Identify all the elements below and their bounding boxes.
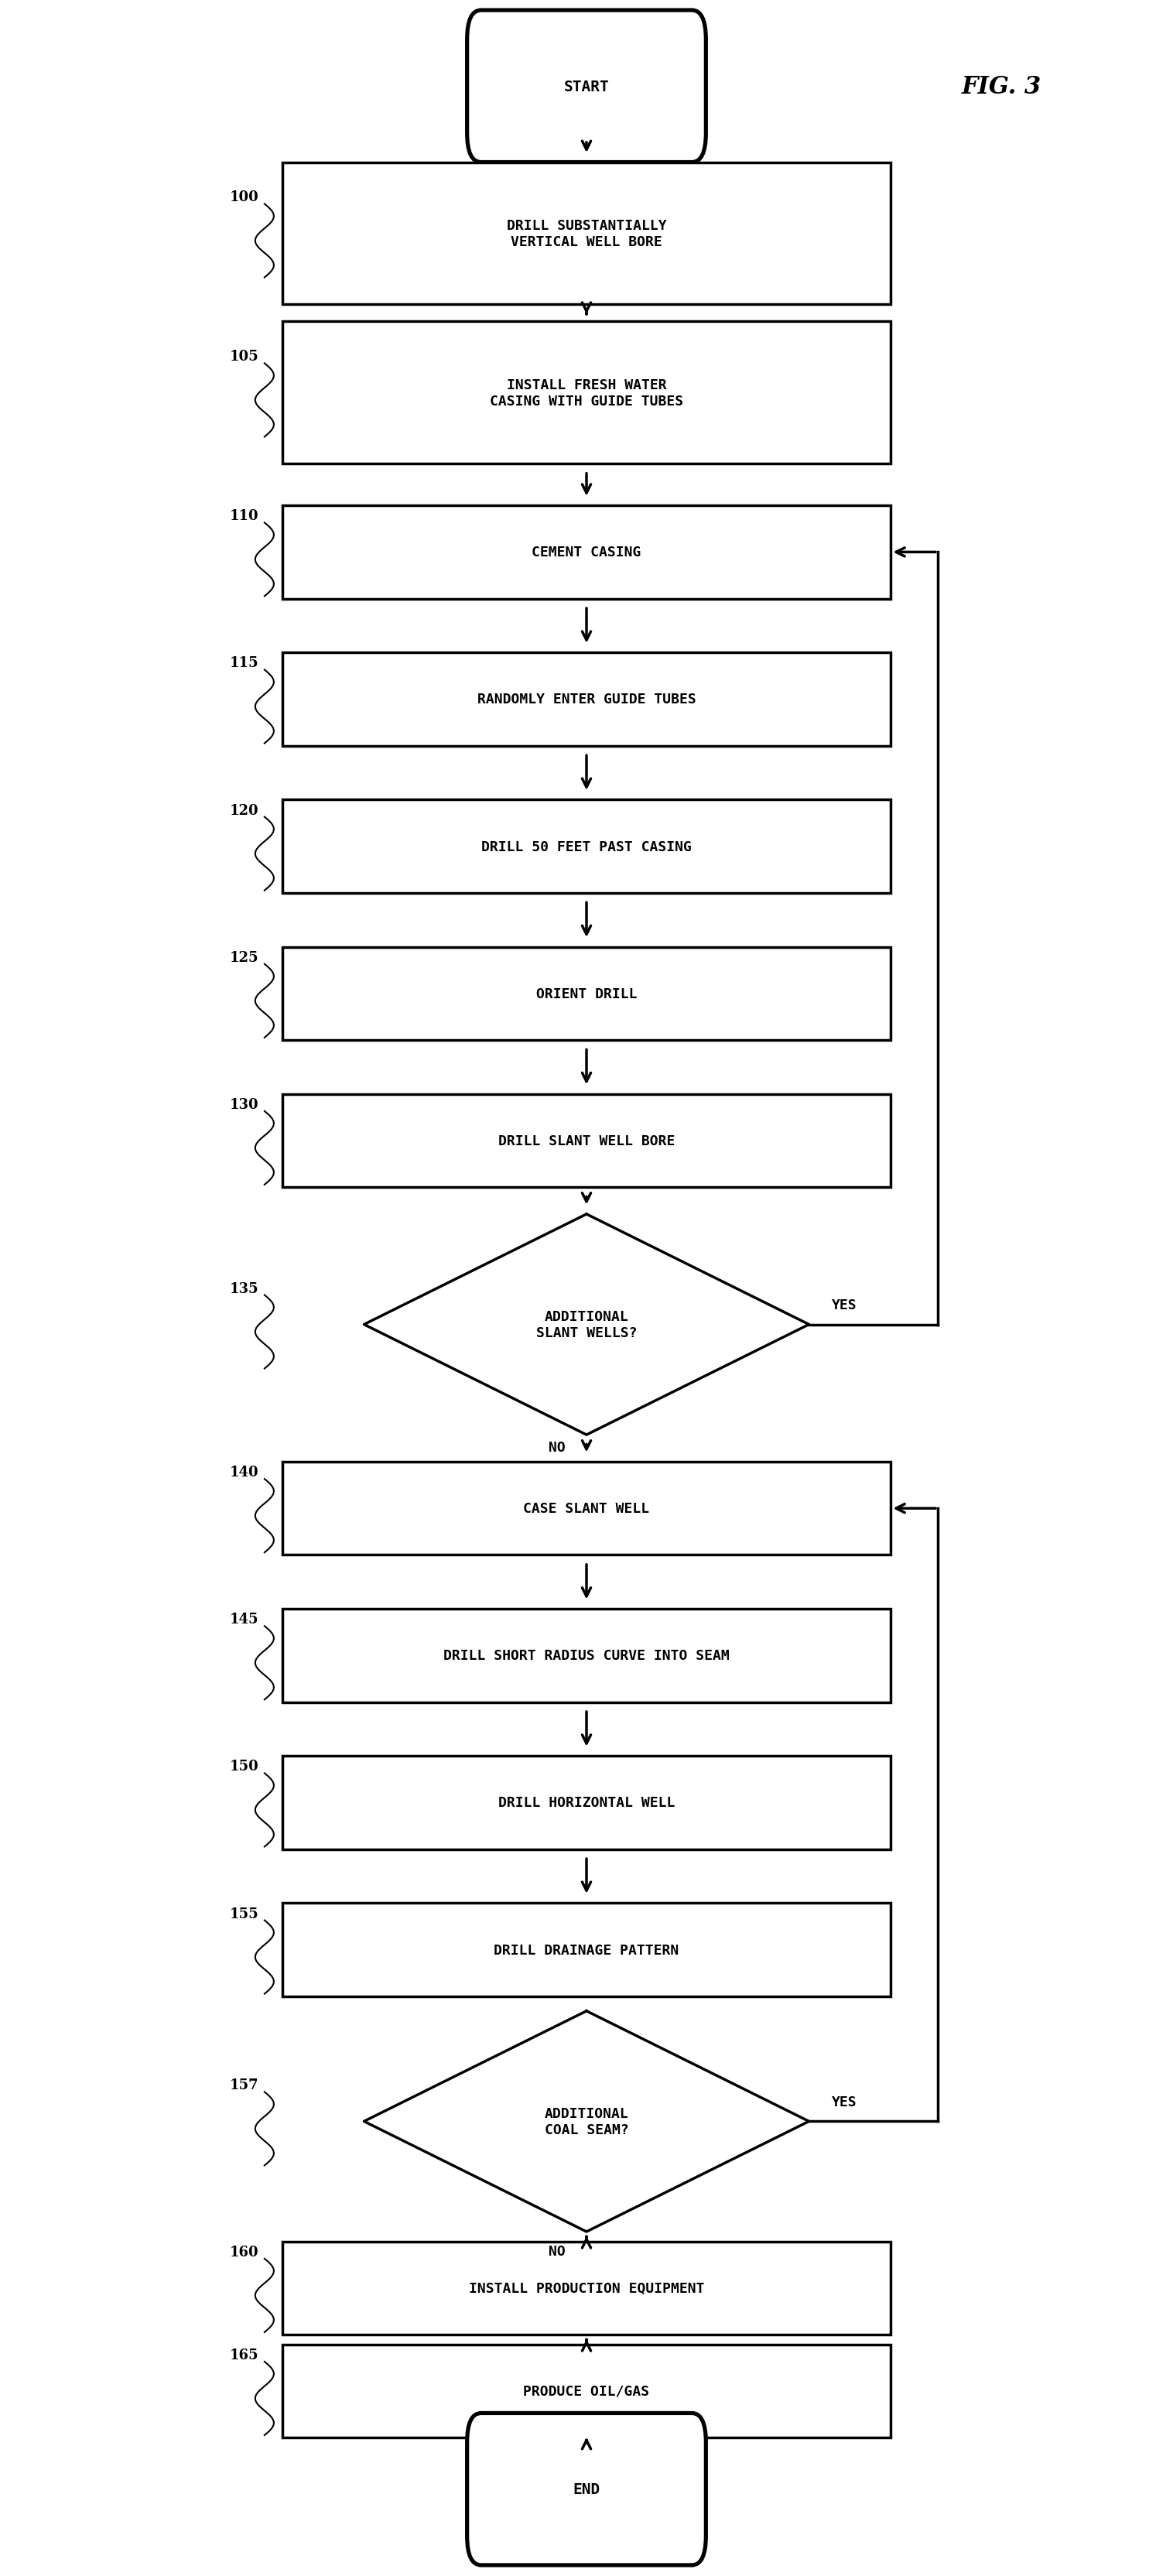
FancyBboxPatch shape [467,2414,706,2566]
Text: DRILL SLANT WELL BORE: DRILL SLANT WELL BORE [499,1133,674,1149]
FancyBboxPatch shape [282,801,891,894]
Text: INSTALL FRESH WATER
CASING WITH GUIDE TUBES: INSTALL FRESH WATER CASING WITH GUIDE TU… [490,379,683,407]
Text: ADDITIONAL
SLANT WELLS?: ADDITIONAL SLANT WELLS? [536,1309,637,1340]
Text: YES: YES [832,2094,856,2110]
FancyBboxPatch shape [282,1095,891,1188]
Polygon shape [364,1213,809,1435]
Text: 140: 140 [230,1466,259,1479]
FancyBboxPatch shape [282,322,891,464]
FancyBboxPatch shape [282,654,891,747]
Text: 165: 165 [230,2347,259,2362]
Text: 115: 115 [230,657,259,670]
Text: 125: 125 [230,951,259,963]
FancyBboxPatch shape [282,2241,891,2334]
Text: RANDOMLY ENTER GUIDE TUBES: RANDOMLY ENTER GUIDE TUBES [477,693,696,706]
Text: 130: 130 [230,1097,259,1110]
Text: NO: NO [549,1440,565,1455]
FancyBboxPatch shape [282,1463,891,1556]
FancyBboxPatch shape [282,162,891,304]
Text: 110: 110 [230,510,259,523]
FancyBboxPatch shape [282,1757,891,1850]
Text: FIG. 3: FIG. 3 [961,75,1042,98]
Text: DRILL HORIZONTAL WELL: DRILL HORIZONTAL WELL [499,1795,674,1811]
Text: INSTALL PRODUCTION EQUIPMENT: INSTALL PRODUCTION EQUIPMENT [469,2282,704,2295]
Text: 135: 135 [230,1280,259,1296]
FancyBboxPatch shape [282,1610,891,1703]
FancyBboxPatch shape [282,505,891,600]
Text: 157: 157 [230,2079,259,2092]
Text: START: START [564,80,609,95]
Text: 105: 105 [230,350,259,363]
Text: NO: NO [549,2244,565,2259]
Polygon shape [364,2012,809,2231]
FancyBboxPatch shape [282,2344,891,2437]
Text: 150: 150 [230,1759,259,1772]
Text: 120: 120 [230,804,259,817]
Text: 145: 145 [230,1613,259,1625]
Text: 155: 155 [230,1906,259,1922]
Text: 160: 160 [230,2244,259,2259]
Text: END: END [572,2481,601,2496]
Text: PRODUCE OIL/GAS: PRODUCE OIL/GAS [523,2385,650,2398]
Text: CEMENT CASING: CEMENT CASING [531,546,642,559]
Text: ADDITIONAL
COAL SEAM?: ADDITIONAL COAL SEAM? [544,2107,629,2136]
Text: DRILL 50 FEET PAST CASING: DRILL 50 FEET PAST CASING [481,840,692,853]
Text: YES: YES [832,1298,856,1311]
FancyBboxPatch shape [282,1904,891,1996]
FancyBboxPatch shape [282,948,891,1041]
Text: DRILL DRAINAGE PATTERN: DRILL DRAINAGE PATTERN [494,1942,679,1958]
Text: ORIENT DRILL: ORIENT DRILL [536,987,637,1002]
Text: DRILL SHORT RADIUS CURVE INTO SEAM: DRILL SHORT RADIUS CURVE INTO SEAM [443,1649,730,1662]
Text: DRILL SUBSTANTIALLY
VERTICAL WELL BORE: DRILL SUBSTANTIALLY VERTICAL WELL BORE [507,219,666,250]
Text: CASE SLANT WELL: CASE SLANT WELL [523,1502,650,1515]
Text: 100: 100 [230,191,259,204]
FancyBboxPatch shape [467,10,706,162]
